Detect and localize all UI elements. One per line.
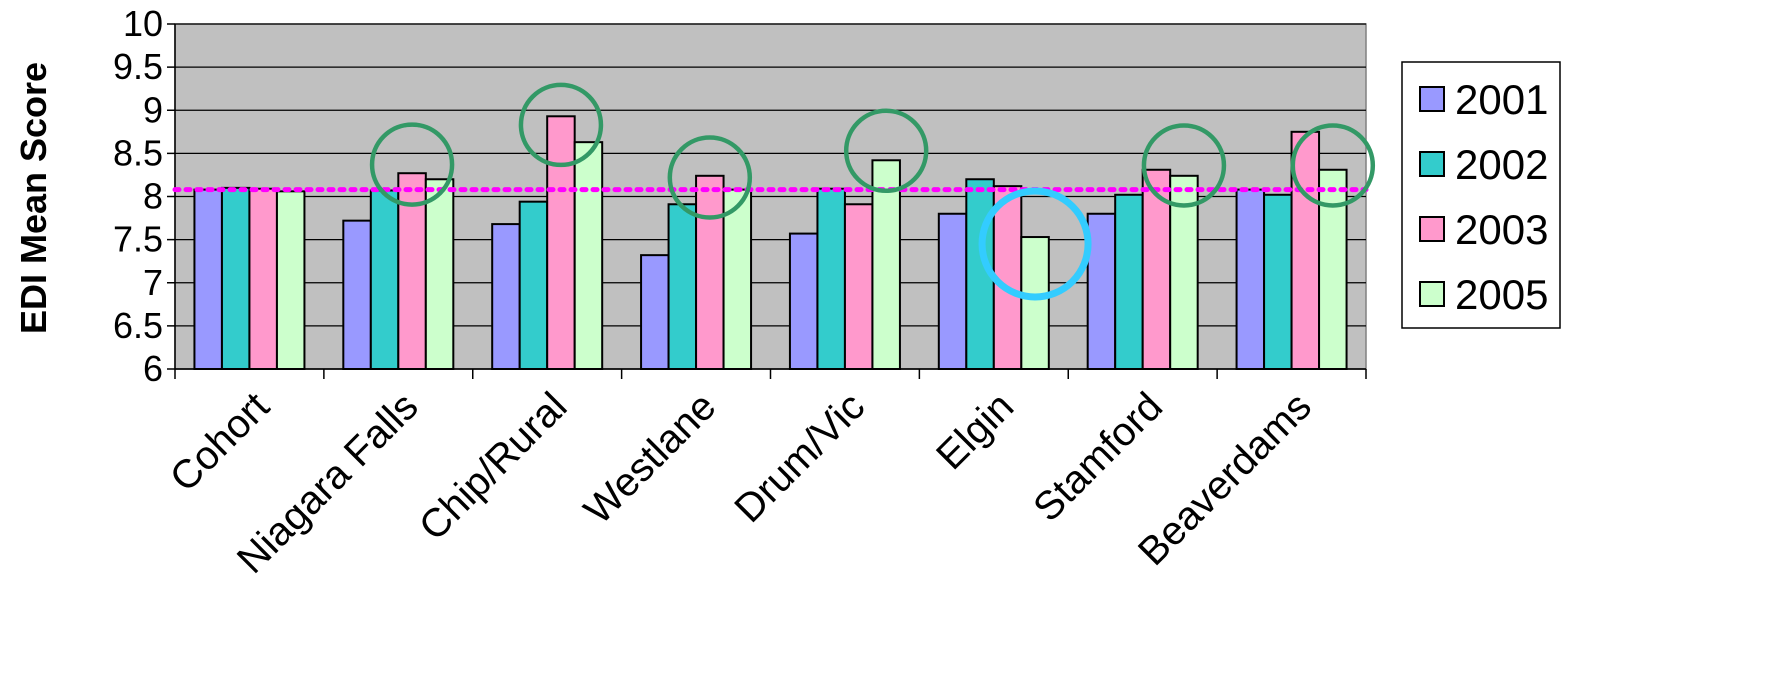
y-tick-label: 9.5 [113,46,163,87]
bar-2002-7 [1263,193,1293,370]
legend-swatch-2002 [1419,151,1445,177]
y-tick-label: 7 [143,262,163,303]
bar-2002-1 [369,189,400,370]
bar-2003-2 [546,115,576,370]
bar-2003-7 [1290,130,1321,370]
bar-2003-0 [248,187,278,370]
y-axis-title: EDI Mean Score [13,62,54,334]
x-tick-label: Stamford [1025,384,1171,530]
bar-2005-3 [722,188,753,370]
legend-label-2002: 2002 [1455,141,1548,188]
bar-2001-2 [491,223,521,370]
legend-swatch-2003 [1419,216,1445,242]
bar-2003-3 [695,174,725,370]
y-tick-label: 9 [143,89,163,130]
bar-2002-4 [816,187,846,370]
bars [193,115,1348,370]
annotation-circle [1290,123,1376,208]
legend-label-2003: 2003 [1455,206,1548,253]
bar-2002-0 [220,186,251,370]
bar-2005-7 [1318,168,1348,370]
bar-2002-6 [1114,193,1144,370]
annotation-circle [369,122,455,207]
legend: 2001 2002 2003 2005 [1401,61,1561,329]
y-tick-label: 10 [123,3,163,44]
annotation-circle [667,135,753,220]
bar-2001-4 [788,232,819,370]
y-tick-label: 6 [143,348,163,389]
bar-2005-0 [275,190,306,370]
bar-2005-4 [871,159,901,370]
bar-2005-6 [1169,174,1199,370]
y-tick-label: 8 [143,176,163,217]
bar-2001-6 [1086,212,1117,370]
y-tick-label: 6.5 [113,305,163,346]
bar-2005-2 [573,141,604,370]
y-tick-label: 7.5 [113,219,163,260]
bar-2002-2 [518,200,549,370]
x-tick-label: Elgin [928,384,1022,478]
bar-2005-1 [424,178,455,370]
bar-2001-1 [342,219,372,370]
annotation-circle [978,187,1092,301]
bar-2001-7 [1235,188,1266,370]
annotation-circle [843,108,929,194]
annotation-circle [518,82,604,168]
x-tick-label: Westlane [576,384,725,533]
legend-swatch-2001 [1419,86,1445,112]
bar-2001-5 [937,212,968,370]
x-tick-label: Drum/Vic [726,384,873,531]
bar-2002-3 [667,203,698,370]
annotation-circles [369,82,1376,301]
legend-swatch-2005 [1419,281,1445,307]
y-tick-label: 8.5 [113,132,163,173]
axes [167,23,1367,379]
legend-label-2005: 2005 [1455,271,1548,318]
bar-2001-3 [640,254,670,370]
annotation-circle [1141,123,1227,208]
legend-label-2001: 2001 [1455,76,1548,123]
bar-2003-4 [843,203,874,370]
bar-2005-5 [1020,236,1050,370]
bar-2001-0 [193,188,223,370]
x-tick-label: Chip/Rural [411,384,576,549]
x-tick-label: Cohort [162,384,278,500]
